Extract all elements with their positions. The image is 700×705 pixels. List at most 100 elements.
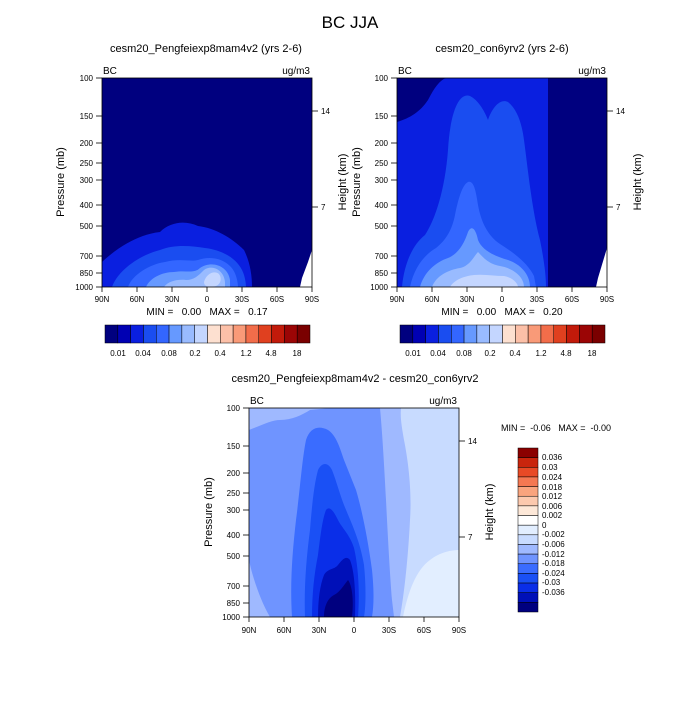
panel-left-xtick-30S: 30S (235, 295, 249, 304)
panel-right-ytick-100: 100 (375, 74, 389, 83)
panel-left-ytick-300: 300 (80, 176, 94, 185)
panel-left-ytick-150: 150 (80, 112, 94, 121)
panel-right-xtick-0: 0 (500, 295, 505, 304)
panel-diff-xtick-0: 0 (352, 626, 357, 635)
panel-left-xtick-90N: 90N (95, 295, 110, 304)
panel-diff-plot (248, 407, 460, 618)
panel-diff-cb-label-0: 0.036 (542, 453, 563, 462)
panel-diff-ytick-200: 200 (227, 469, 241, 478)
colorbar-swatch (517, 486, 539, 497)
panel-diff-ylabel: Pressure (mb) (203, 477, 215, 547)
colorbar-swatch (143, 324, 157, 344)
panel-diff-xtick-30N: 30N (312, 626, 327, 635)
panel-diff-ylabel-right: Height (km) (484, 484, 496, 541)
colorbar-swatch (156, 324, 170, 344)
colorbar-swatch (517, 505, 539, 516)
panel-right-xtick-90N: 90N (390, 295, 405, 304)
panel-right-cb-label-1: 0.04 (430, 349, 446, 358)
panel-diff-ytick-300: 300 (227, 506, 241, 515)
panel-right-ytick-500: 500 (375, 222, 389, 231)
colorbar-swatch (104, 324, 119, 344)
panel-right-xtick-30N: 30N (460, 295, 475, 304)
panel-left-plot (101, 77, 313, 288)
panel-left-ytick-100: 100 (80, 74, 94, 83)
panel-diff-units: ug/m3 (429, 396, 457, 407)
panel-left-cb-label-3: 0.2 (189, 349, 201, 358)
panel-right-colorbar (399, 324, 606, 344)
panel-diff-rtick-7: 7 (468, 533, 473, 542)
panel-right-xtick-60S: 60S (565, 295, 579, 304)
panel-right-xtick-90S: 90S (600, 295, 614, 304)
panel-right-contour-6 (450, 274, 518, 287)
panel-left-xticks: 90N 60N 30N 0 30S 60S 90S (95, 287, 319, 304)
colorbar-swatch (517, 534, 539, 545)
colorbar-swatch (517, 602, 539, 613)
colorbar-swatch (220, 324, 234, 344)
panel-left-xtick-0: 0 (205, 295, 210, 304)
colorbar-swatch (517, 524, 539, 536)
panel-right-ylabel-right: Height (km) (632, 154, 644, 211)
panel-diff-ytick-1000: 1000 (222, 613, 240, 622)
panel-right-plot (396, 77, 608, 288)
panel-right-cb-label-0: 0.01 (405, 349, 421, 358)
panel-left-ytick-1000: 1000 (75, 283, 93, 292)
panel-diff-contour-lightest (403, 550, 459, 617)
panel-left-title: cesm20_Pengfeiexp8mam4v2 (yrs 2-6) (110, 43, 302, 55)
colorbar-swatch (517, 553, 539, 565)
panel-left-cb-label-1: 0.04 (135, 349, 151, 358)
colorbar-swatch (517, 457, 539, 468)
colorbar-swatch (425, 324, 439, 344)
panel-left-rtick-14: 14 (321, 107, 330, 116)
colorbar-swatch (258, 324, 272, 344)
panel-left-colorbar (104, 324, 311, 344)
panel-right-ytick-200: 200 (375, 139, 389, 148)
panel-left-ytick-250: 250 (80, 159, 94, 168)
panel-diff-cb-label-14: -0.036 (542, 588, 565, 597)
panel-diff-xtick-90S: 90S (452, 626, 466, 635)
colorbar-swatch (463, 324, 478, 344)
panel-right-ytick-850: 850 (375, 269, 389, 278)
panel-left-xtick-60N: 60N (130, 295, 145, 304)
panel-right-cb-label-4: 0.4 (509, 349, 521, 358)
panel-diff-yticks-right: 14 7 (459, 437, 477, 542)
panel-diff-colorbar (517, 447, 539, 613)
colorbar-swatch (399, 324, 414, 344)
colorbar-swatch (517, 582, 539, 593)
panel-diff-ytick-500: 500 (227, 552, 241, 561)
panel-left-ytick-400: 400 (80, 201, 94, 210)
panel-diff-ytick-100: 100 (227, 404, 241, 413)
panel-left-corner-label: BC (103, 66, 117, 77)
colorbar-swatch (517, 544, 539, 555)
panel-left-ground (300, 250, 312, 287)
panel-right-ground (596, 248, 607, 287)
panel-diff-ytick-400: 400 (227, 531, 241, 540)
colorbar-swatch (515, 324, 529, 344)
panel-left-ytick-700: 700 (80, 252, 94, 261)
panel-diff-cb-label-8: -0.002 (542, 530, 565, 539)
panel-left-minmax: MIN = 0.00 MAX = 0.17 (146, 307, 268, 318)
colorbar-swatch (517, 447, 539, 458)
colorbar-swatch (194, 324, 208, 344)
panel-left-xtick-60S: 60S (270, 295, 284, 304)
panel-diff-xtick-30S: 30S (382, 626, 396, 635)
panel-left-ylabel: Pressure (mb) (55, 147, 67, 217)
panel-left-cb-label-2: 0.08 (161, 349, 177, 358)
colorbar-swatch (476, 324, 490, 344)
colorbar-swatch (489, 324, 503, 344)
panel-left-xtick-90S: 90S (305, 295, 319, 304)
colorbar-swatch (553, 324, 567, 344)
panel-right-minmax: MIN = 0.00 MAX = 0.20 (441, 307, 563, 318)
panel-right-cb-label-2: 0.08 (456, 349, 472, 358)
panel-diff-cb-label-7: 0 (542, 521, 547, 530)
panel-diff-cb-label-6: 0.002 (542, 511, 563, 520)
panel-right-yticks: 100 150 200 250 300 400 500 700 850 1000 (370, 74, 397, 292)
panel-right-xtick-30S: 30S (530, 295, 544, 304)
panel-right-units: ug/m3 (578, 66, 606, 77)
panel-diff-cb-label-12: -0.024 (542, 569, 565, 578)
panel-diff-cb-label-13: -0.03 (542, 578, 561, 587)
panel-right-rtick-14: 14 (616, 107, 625, 116)
colorbar-swatch (130, 324, 144, 344)
panel-diff-ytick-250: 250 (227, 489, 241, 498)
figure-title: BC JJA (322, 13, 379, 32)
panel-right-yticks-right: 14 7 (607, 107, 625, 212)
